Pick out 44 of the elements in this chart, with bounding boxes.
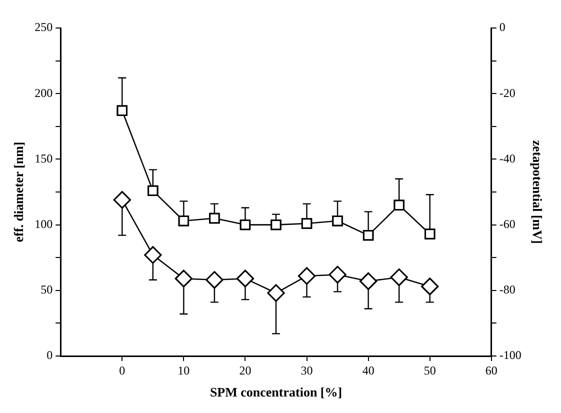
point — [178, 216, 190, 226]
point — [174, 270, 192, 288]
y2-tick-label: 0 — [499, 20, 506, 34]
point — [209, 212, 220, 224]
point — [144, 246, 162, 264]
point — [360, 272, 378, 290]
point — [298, 267, 316, 285]
x-tick-label: 50 — [424, 363, 436, 378]
x-tick-label: 10 — [178, 363, 190, 378]
x-tick-label: 60 — [485, 363, 498, 378]
y-tick-label: 0 — [46, 348, 53, 362]
x-tick-label: 40 — [362, 363, 374, 378]
x-tick-label: 20 — [239, 363, 252, 378]
point — [267, 284, 285, 302]
point — [240, 219, 251, 230]
point — [394, 200, 404, 210]
y-tick-label: 100 — [34, 216, 53, 231]
y2-tick-label: -20 — [499, 86, 516, 100]
x-tick-label: 30 — [300, 363, 313, 378]
y-axis-title: eff. diameter [nm] — [11, 142, 26, 242]
point — [390, 268, 408, 286]
point — [424, 228, 436, 240]
y2-tick-label: -40 — [499, 151, 516, 166]
y2-tick-label: -80 — [499, 282, 516, 297]
point — [328, 266, 346, 284]
point — [206, 271, 224, 289]
x-tick-label: 0 — [119, 363, 126, 378]
y-tick-label: 200 — [34, 86, 53, 100]
x-axis-title: SPM concentration [%] — [210, 384, 342, 400]
point — [270, 219, 282, 230]
y2-tick-label: -60 — [499, 216, 516, 231]
point — [148, 185, 158, 196]
y-tick-label: 250 — [34, 20, 53, 34]
point — [301, 218, 312, 229]
y-tick-label: 50 — [40, 282, 53, 297]
point — [362, 230, 374, 241]
point — [332, 216, 343, 226]
point — [116, 105, 128, 116]
point — [113, 191, 131, 209]
point — [421, 278, 439, 296]
y2-axis-title: zetapotential [mV] — [530, 140, 545, 244]
point — [236, 270, 254, 288]
y2-tick-label: -100 — [499, 348, 522, 362]
y-tick-label: 150 — [34, 151, 53, 166]
